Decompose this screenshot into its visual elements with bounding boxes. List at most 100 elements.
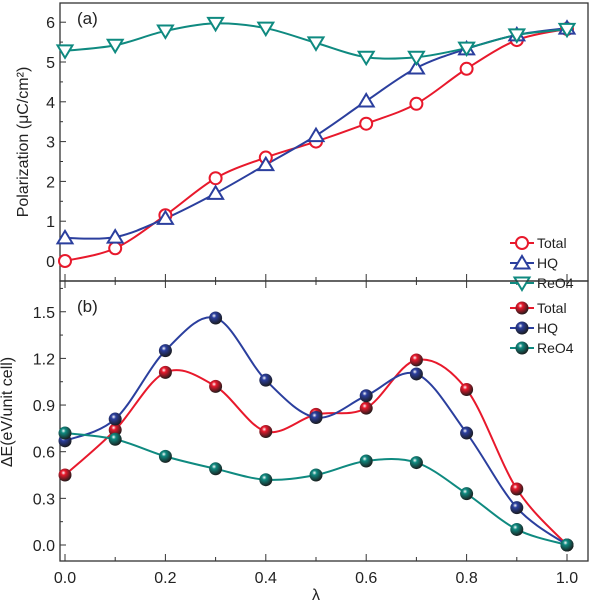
panel-b-energy: 0.0 0.3 0.6 0.9 1.2 1.5 0.0 0.2 0.4 0.6 0.8 1.0 Tota… [33,280,589,587]
b-reo4-marker [460,487,474,501]
y-tick-label: 1.2 [33,351,55,368]
x-tick-label: 0.2 [154,570,176,587]
a-reo4-marker [55,44,75,60]
b-hq-marker [515,321,529,335]
b-hq-marker [259,373,273,387]
a-hq-marker [512,254,532,270]
a-hq-marker [156,209,175,225]
a-reo4-marker [306,36,326,52]
y-tick-label: 1 [46,214,55,231]
legend-item-total: Total [510,235,567,251]
b-reo4-marker [359,454,373,468]
y-tick-label: 0.6 [33,445,55,462]
b-reo4-marker [560,538,574,552]
y-tick-label: 0.9 [33,398,55,415]
y-tick-label: 1.5 [33,305,55,322]
b-total-marker [510,482,524,496]
b-hq-marker [108,412,122,426]
b-hq-line [64,316,568,546]
a-reo4-marker [557,22,577,39]
a-reo4-marker [457,41,476,58]
a-total-marker [359,116,374,131]
b-total-marker [359,401,373,415]
a-hq-marker [356,92,376,108]
a-total-marker [108,241,123,256]
y-tick-label: 2 [46,174,55,191]
b-reo4-marker [209,462,223,476]
legend-label: HQ [537,320,558,336]
legend-label: ReO4 [537,275,574,291]
a-hq-marker [256,155,276,172]
b-reo4-marker [58,426,72,440]
panel-a-polarization: 0 1 2 3 4 5 6 Total HQ ReO4 [46,2,589,292]
plot-frame [59,280,589,562]
b-reo4-marker [259,473,273,487]
b-total-marker [108,423,122,437]
a-total-marker [409,96,424,111]
a-reo4-marker [206,16,225,33]
x-tick-label: 0.8 [455,570,477,587]
b-total-marker [515,301,529,315]
b-reo4-line [64,432,568,546]
a-reo4-marker [407,50,426,67]
a-total-marker [515,236,529,250]
a-hq-marker [306,126,326,143]
y-tick-label: 3 [46,135,55,152]
b-hq-marker [158,344,172,358]
legend-item-reo4: ReO4 [510,340,574,356]
b-hq-marker [409,367,423,381]
y-tick-label: 5 [46,55,55,72]
b-total-marker [460,383,474,396]
x-tick-label: 0.6 [355,570,377,587]
b-total-marker [158,365,172,379]
y-tick-label: 4 [46,95,55,112]
x-tick-label: 0.4 [255,570,277,587]
a-hq-marker [407,59,426,75]
panel-b-ylabel: ΔE(eV/unit cell) [0,357,16,467]
y-tick-label: 0 [46,254,55,271]
a-reo4-marker [256,21,276,38]
b-reo4-marker [515,341,529,355]
b-total-marker [209,379,223,393]
legend-item-hq: HQ [510,254,558,271]
legend-label: ReO4 [537,340,574,356]
y-tick-label: 0.0 [33,538,55,555]
a-total-marker [459,61,474,76]
x-tick-label: 1.0 [556,570,578,587]
b-reo4-marker [309,468,323,482]
a-hq-marker [105,228,125,244]
panel-b-label: (b) [77,297,98,316]
legend-item-total: Total [510,300,567,316]
b-hq-marker [359,389,373,403]
a-total-marker [58,254,72,268]
y-tick-label: 0.3 [33,491,55,508]
legend-label: Total [537,300,567,316]
a-hq-marker [206,184,225,200]
legend-label: Total [537,235,567,251]
b-total-marker [409,353,423,367]
panel-a-ylabel: Polarization (μC/cm²) [15,67,32,218]
legend-item-reo4: ReO4 [510,275,574,292]
b-hq-marker [510,501,524,515]
a-reo4-marker [105,38,125,55]
legend-item-hq: HQ [510,320,558,336]
legend-label: HQ [537,255,558,271]
b-total-marker [58,468,72,482]
b-hq-marker [460,426,474,440]
b-hq-marker [309,410,323,424]
a-total-marker [208,171,223,186]
panel-a-label: (a) [77,9,98,28]
b-reo4-marker [108,432,122,446]
b-reo4-marker [158,449,172,463]
x-axis-label: λ [312,587,320,602]
y-tick-label: 6 [46,15,55,32]
b-hq-marker [209,311,223,325]
b-reo4-marker [510,522,524,536]
a-reo4-marker [356,50,376,67]
a-hq-marker [55,228,75,245]
x-tick-label: 0.0 [54,570,76,587]
b-total-marker [259,424,273,438]
a-reo4-marker [507,28,527,44]
b-reo4-marker [409,456,423,470]
